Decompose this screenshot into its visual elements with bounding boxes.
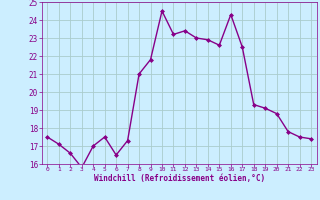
X-axis label: Windchill (Refroidissement éolien,°C): Windchill (Refroidissement éolien,°C) <box>94 174 265 183</box>
